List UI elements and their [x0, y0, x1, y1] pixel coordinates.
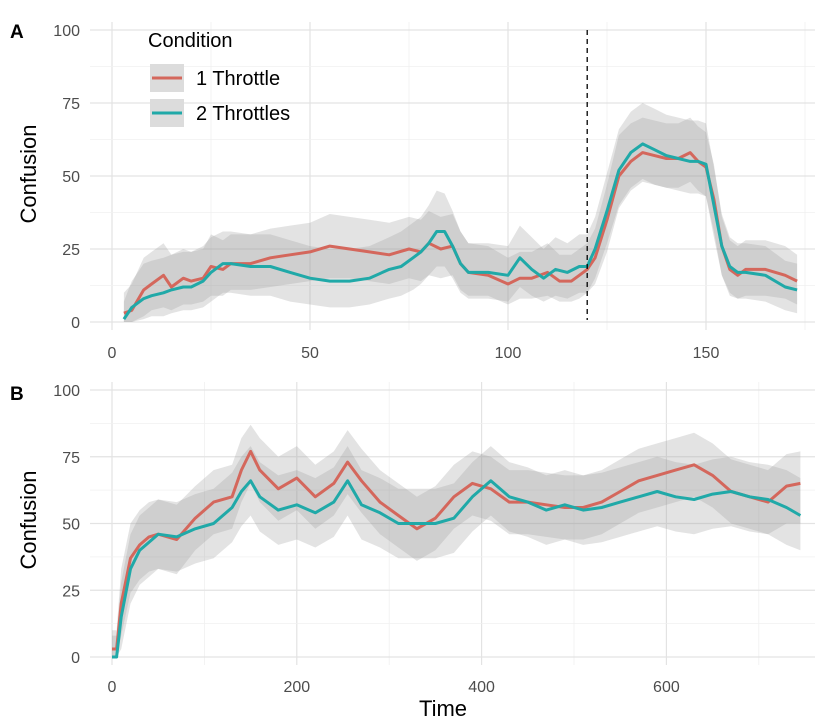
panel-b-grid — [90, 382, 815, 665]
legend-title: Condition — [148, 30, 233, 52]
panel-a: A 0 50 100 150 0 25 50 75 100 Confusion — [10, 22, 815, 362]
y-tick-label: 0 — [71, 315, 80, 332]
panel-a-x-ticks: 0 50 100 150 — [108, 345, 720, 362]
series-line-2-throttles — [112, 479, 802, 659]
y-tick-label: 100 — [53, 23, 80, 40]
x-tick-label: 400 — [468, 679, 495, 696]
x-tick-label: 150 — [693, 345, 720, 362]
x-tick-label: 0 — [108, 679, 117, 696]
panel-b-xlabel: Time — [419, 696, 467, 721]
x-tick-label: 50 — [301, 345, 319, 362]
y-tick-label: 25 — [62, 242, 80, 259]
x-tick-label: 0 — [108, 345, 117, 362]
y-tick-label: 25 — [62, 583, 80, 600]
panel-b-y-ticks: 0 25 50 75 100 — [53, 383, 80, 667]
series-line-2-throttles — [122, 142, 798, 320]
panel-b-x-ticks: 0 200 400 600 — [108, 679, 680, 696]
y-tick-label: 75 — [62, 450, 80, 467]
legend: Condition 1 Throttle 2 Throttles — [148, 30, 290, 127]
y-tick-label: 0 — [71, 650, 80, 667]
panel-b-lines — [112, 449, 802, 659]
x-tick-label: 600 — [653, 679, 680, 696]
x-tick-label: 100 — [495, 345, 522, 362]
panel-a-y-ticks: 0 25 50 75 100 — [53, 23, 80, 332]
x-tick-label: 200 — [283, 679, 310, 696]
panel-b: B 0 200 400 600 0 25 50 75 100 Confusion Time — [10, 382, 815, 721]
legend-entry-2-throttles: 2 Throttles — [196, 103, 290, 125]
panel-a-grid — [90, 22, 815, 330]
ribbon-1-throttle — [123, 117, 798, 322]
ribbon-1-throttle — [112, 424, 801, 657]
panel-tag-b: B — [10, 384, 24, 405]
panel-b-ribbons — [112, 424, 801, 657]
y-tick-label: 75 — [62, 96, 80, 113]
panel-tag-a: A — [10, 22, 24, 43]
y-tick-label: 100 — [53, 383, 80, 400]
panel-a-ylabel: Confusion — [16, 124, 41, 223]
panel-b-ylabel: Confusion — [16, 470, 41, 569]
y-tick-label: 50 — [62, 517, 80, 534]
y-tick-label: 50 — [62, 169, 80, 186]
legend-entry-1-throttle: 1 Throttle — [196, 68, 280, 90]
panel-a-lines — [122, 30, 798, 320]
